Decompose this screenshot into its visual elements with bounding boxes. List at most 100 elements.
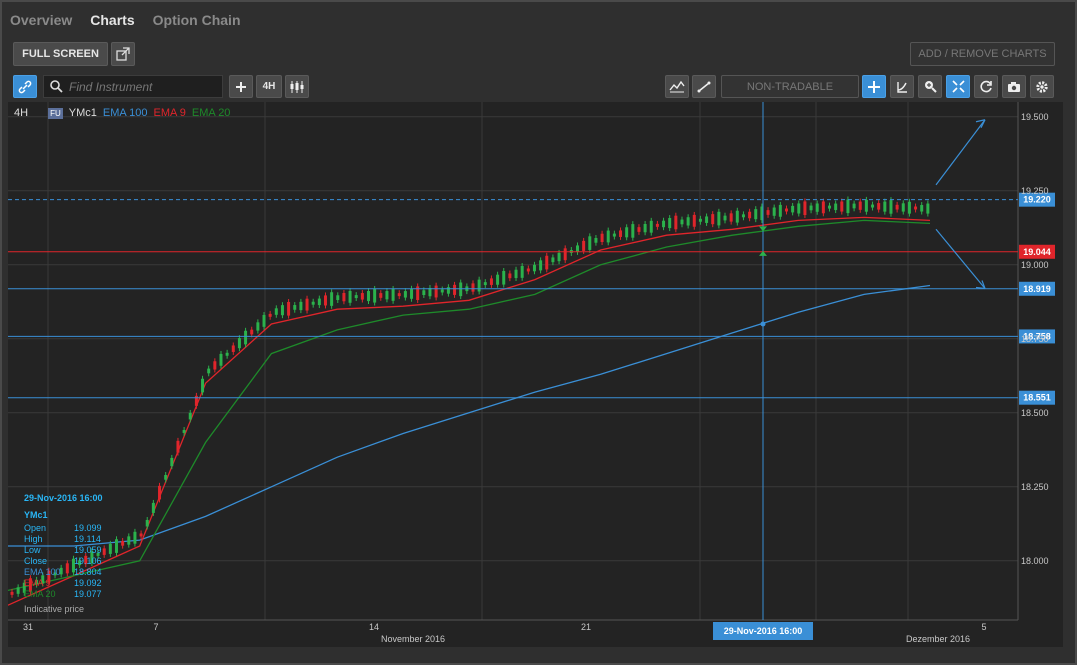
candle-body [201,378,205,393]
candle-body [551,257,555,263]
link-icon[interactable] [13,75,37,98]
candle-body [809,205,813,211]
candle-body [434,285,438,298]
candle-body [182,429,186,433]
candle-body [10,591,14,595]
candle-body [821,201,825,214]
candle-body [631,224,635,238]
candle-body [797,203,801,214]
full-screen-button[interactable]: FULL SCREEN [13,42,108,66]
candle-body [920,205,924,212]
crosshair-time-label: 29-Nov-2016 16:00 [724,626,803,636]
interval-button[interactable]: 4H [256,75,282,98]
candle-body [883,201,887,212]
candle-body [914,206,918,210]
candle-body [834,203,838,211]
candle-body [16,587,20,594]
camera-icon[interactable] [1002,75,1026,98]
tab-option-chain[interactable]: Option Chain [152,12,241,28]
candle-body [846,199,850,214]
candle-body [22,582,26,593]
candle-body [422,290,426,296]
settings-gear-icon[interactable] [1030,75,1054,98]
price-tick-label: 19.000 [1021,260,1049,270]
candle-body [557,252,561,262]
add-remove-charts-button[interactable]: ADD / REMOVE CHARTS [910,42,1055,66]
candle-body [78,560,82,566]
crosshair-icon[interactable] [862,75,886,98]
tab-charts[interactable]: Charts [90,12,135,28]
candle-body [483,282,487,286]
add-icon[interactable] [229,75,253,98]
candle-body [410,288,414,299]
refresh-icon[interactable] [974,75,998,98]
candle-body [735,210,739,223]
candle-body [784,208,788,212]
search-icon [50,80,63,93]
candle-body [287,301,291,316]
candle-body [176,440,180,453]
candle-body [41,575,45,584]
curve-tool-icon[interactable] [890,75,914,98]
price-tick-label: 19.250 [1021,186,1049,196]
candle-body [662,220,666,228]
candle-body [114,539,118,553]
indicators-icon[interactable] [665,75,689,98]
candlestick-type-icon[interactable] [285,75,309,98]
tab-overview[interactable]: Overview [10,12,73,28]
candle-body [59,567,63,575]
candle-body [250,329,254,335]
candle-body [698,218,702,222]
candle-body [391,288,395,301]
candle-body [612,233,616,237]
level-price-label: 18.758 [1023,331,1051,341]
ohlc-row: EMA 20 19.077 [24,589,102,599]
price-tick-label: 19.500 [1021,112,1049,122]
price-tick-label: 18.000 [1021,556,1049,566]
candle-body [317,298,321,306]
zoom-icon[interactable] [918,75,942,98]
candle-body [379,293,383,298]
candle-body [367,290,371,302]
level-price-tag [1019,192,1055,207]
ohlc-footer: Indicative price [24,604,85,614]
level-price-label: 18.919 [1023,284,1051,294]
candle-body [895,204,899,210]
fit-chart-icon[interactable] [946,75,970,98]
draw-line-icon[interactable] [692,75,716,98]
candle-body [268,313,272,317]
price-tick-label: 18.250 [1021,482,1049,492]
tab-bar: Overview Charts Option Chain [2,2,1075,38]
candle-body [96,552,100,556]
candle-body [207,368,211,374]
find-instrument-search [43,75,223,98]
candle-body [133,531,137,544]
candle-body [28,578,32,592]
candle-body [772,207,776,216]
candle-body [139,533,143,537]
arrow-up-head [975,119,986,129]
candle-body [637,227,641,232]
ohlc-row: Close 19.106 [24,556,102,566]
price-chart[interactable]: 19.220 19.044 18.919 18.758 18.551 19.500 19.2… [7,102,1063,647]
candle-body [293,305,297,310]
candle-body [582,240,586,251]
candle-body [477,279,481,292]
candle-body [403,291,407,298]
candle-body [90,551,94,564]
chart-canvas[interactable]: 19.220 19.044 18.919 18.758 18.551 19.500 19.2… [7,102,1063,647]
candle-body [926,203,930,214]
search-input[interactable] [69,79,219,94]
level-price-tag [1019,281,1055,296]
candle-body [514,269,518,279]
time-tick-label: 21 [581,622,591,632]
candle-body [145,519,149,527]
legend-ema9: EMA 9 [153,107,186,119]
candle-body [397,293,401,297]
candle-body [545,255,549,270]
candle-body [274,308,278,315]
candle-body [71,558,75,573]
level-price-label: 19.220 [1023,195,1051,205]
candle-body [225,352,229,356]
popout-icon[interactable] [111,42,135,66]
